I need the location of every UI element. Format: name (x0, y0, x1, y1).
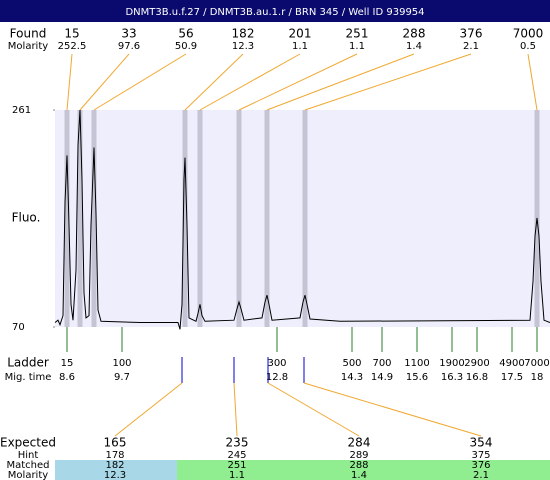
found-size: 56 (178, 27, 193, 41)
ladder-size: 300 (267, 358, 286, 369)
peak-connector (184, 53, 244, 111)
matched-size: 376 (471, 460, 490, 471)
matched-size: 288 (349, 460, 368, 471)
hint-size: 375 (471, 450, 490, 461)
matched-molarity: 12.3 (104, 470, 126, 480)
peak-connector (266, 53, 415, 111)
peak-connector (199, 53, 301, 111)
ladder-size: 1900 (439, 358, 464, 369)
peak-band (91, 110, 97, 327)
expected-size: 284 (348, 436, 371, 450)
found-size: 376 (460, 27, 483, 41)
peak-connector (93, 53, 187, 111)
found-molarity: 12.3 (232, 41, 254, 52)
matched-label: Matched (6, 460, 49, 471)
expected-connector (303, 382, 482, 437)
expected-label: Expected (0, 436, 56, 450)
ladder-size: 15 (61, 358, 74, 369)
matched-molarity: 1.4 (351, 470, 367, 480)
matched-size: 182 (105, 460, 124, 471)
matched-size: 251 (227, 460, 246, 471)
found-molarity: 2.1 (463, 41, 479, 52)
ladder-time: 8.6 (59, 372, 75, 383)
y-label: Fluo. (12, 211, 41, 225)
peak-band (302, 110, 308, 327)
ladder-time: 12.8 (266, 372, 288, 383)
ladder-time: 9.7 (114, 372, 130, 383)
found-size: 15 (64, 27, 79, 41)
expected-connector (114, 382, 183, 437)
molarity-label: Molarity (8, 41, 48, 52)
found-size: 33 (121, 27, 136, 41)
ladder-size: 7000 (524, 358, 549, 369)
ladder-size: 100 (112, 358, 131, 369)
found-molarity: 97.6 (118, 41, 140, 52)
peak-connector (238, 53, 358, 111)
found-size: 251 (346, 27, 369, 41)
matched-cell (177, 460, 299, 480)
expected-size: 165 (104, 436, 127, 450)
found-molarity: 0.5 (520, 41, 536, 52)
ladder-time: 15.6 (406, 372, 428, 383)
peak-connector (304, 53, 472, 111)
hint-label: Hint (18, 450, 39, 461)
peak-band (236, 110, 242, 327)
expected-size: 354 (470, 436, 493, 450)
found-size: 7000 (513, 27, 544, 41)
peak-band (182, 110, 188, 327)
found-molarity: 1.1 (349, 41, 365, 52)
y-tick-label: 70 (12, 322, 25, 333)
expected-connector (267, 382, 360, 437)
found-size: 288 (403, 27, 426, 41)
mig-time-label: Mig. time (5, 372, 52, 383)
matched-cell (299, 460, 421, 480)
ladder-time: 14.9 (371, 372, 393, 383)
matched-cell (421, 460, 550, 480)
row-molarity-label: Molarity (8, 470, 48, 480)
hint-size: 178 (105, 450, 124, 461)
title: DNMT3B.u.f.27 / DNMT3B.au.1.r / BRN 345 … (125, 7, 424, 18)
title-bar (0, 0, 550, 22)
hint-size: 289 (349, 450, 368, 461)
ladder-time: 18 (531, 372, 544, 383)
expected-size: 235 (226, 436, 249, 450)
found-size: 182 (232, 27, 255, 41)
matched-molarity: 2.1 (473, 470, 489, 480)
peak-band (264, 110, 270, 327)
matched-cell (55, 460, 177, 480)
ladder-size: 700 (372, 358, 391, 369)
peak-band (197, 110, 203, 327)
found-molarity: 1.1 (292, 41, 308, 52)
ladder-size: 2900 (464, 358, 489, 369)
trace (54, 109, 550, 330)
matched-molarity: 1.1 (229, 470, 245, 480)
ladder-time: 16.8 (466, 372, 488, 383)
found-label: Found (10, 27, 47, 41)
found-molarity: 252.5 (58, 41, 87, 52)
peak-connector (79, 53, 130, 111)
hint-size: 245 (227, 450, 246, 461)
ladder-time: 17.5 (501, 372, 523, 383)
found-molarity: 50.9 (175, 41, 197, 52)
y-tick-label: 261 (12, 105, 31, 116)
found-molarity: 1.4 (406, 41, 422, 52)
peak-band (77, 110, 83, 327)
ladder-time: 16.3 (441, 372, 463, 383)
ladder-time: 14.3 (341, 372, 363, 383)
expected-connector (233, 382, 238, 437)
ladder-size: 4900 (499, 358, 524, 369)
peak-connector (527, 53, 538, 111)
ladder-size: 500 (342, 358, 361, 369)
peak-band (64, 110, 70, 327)
ladder-label: Ladder (7, 356, 49, 370)
peak-connector (66, 53, 73, 111)
ladder-size: 1100 (404, 358, 429, 369)
found-size: 201 (289, 27, 312, 41)
